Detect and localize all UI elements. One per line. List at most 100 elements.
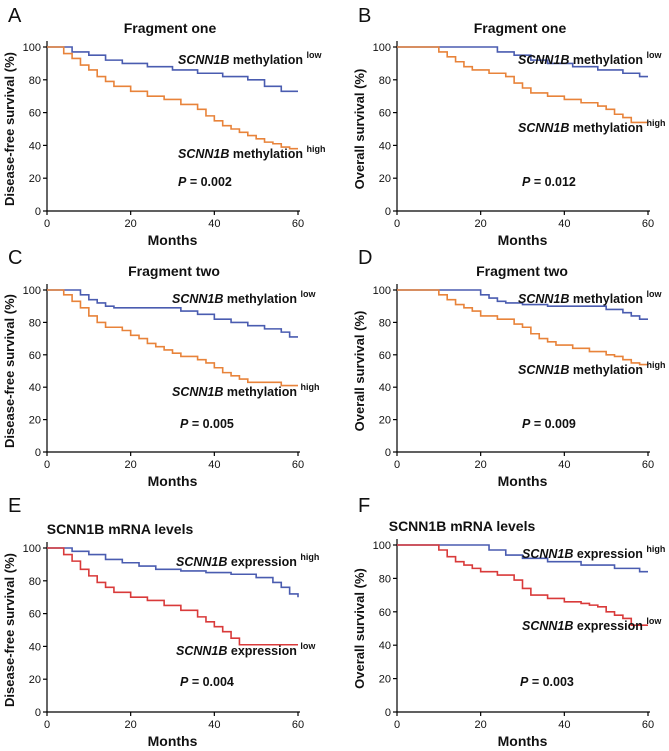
series-label-text: methylation: [229, 147, 306, 161]
y-tick-label: 100: [23, 543, 41, 555]
p-value-symbol: P: [522, 175, 531, 189]
panel-title: Fragment one: [124, 20, 217, 36]
km-curve-expression-low: [47, 547, 298, 646]
x-tick-label: 0: [394, 719, 400, 731]
series-label-sup: high: [646, 544, 665, 554]
p-value-number: = 0.002: [186, 175, 232, 189]
panel-c: C Fragment two 0 20 40 60 80 100 0 20 40 60 Months Di…: [2, 247, 320, 489]
series-label-sup: low: [301, 289, 317, 299]
y-tick-label: 20: [379, 415, 391, 427]
y-tick-label: 20: [379, 173, 391, 185]
y-tick-label: 80: [29, 317, 41, 329]
x-tick-label: 0: [44, 218, 50, 230]
p-value-symbol: P: [180, 675, 189, 689]
series-label-sup: low: [300, 641, 316, 651]
panel-letter: C: [8, 247, 22, 269]
series-label-text: methylation: [229, 53, 306, 67]
km-curve-expression-low: [397, 544, 648, 626]
y-tick-label: 0: [385, 707, 391, 719]
x-tick-label: 40: [558, 459, 570, 471]
x-axis-label: Months: [148, 733, 198, 749]
p-value: P = 0.003: [520, 675, 574, 689]
y-tick-label: 40: [379, 382, 391, 394]
series-label-text: expression: [573, 547, 646, 561]
y-tick-label: 80: [29, 75, 41, 87]
series-label: SCNN1B methylation low: [172, 289, 316, 306]
x-axis-label: Months: [148, 232, 198, 248]
y-tick-label: 40: [29, 382, 41, 394]
y-axis-label: Overall survival (%): [352, 311, 367, 432]
series-label-gene: SCNN1B: [518, 53, 569, 67]
series-label-text: expression: [573, 619, 646, 633]
x-tick-label: 40: [558, 218, 570, 230]
p-value-symbol: P: [520, 675, 529, 689]
p-value: P = 0.009: [522, 417, 576, 431]
y-tick-label: 40: [379, 140, 391, 152]
km-curve-methylation-low: [47, 289, 298, 338]
km-curve-expression-high: [397, 544, 648, 573]
x-tick-label: 20: [475, 218, 487, 230]
series-label: SCNN1B methylation low: [518, 289, 662, 306]
p-value-number: = 0.003: [528, 675, 574, 689]
series-label: SCNN1B methylation low: [178, 50, 322, 67]
x-tick-label: 40: [208, 719, 220, 731]
panel-a: A Fragment one 0 20 40 60 80 100 0 20 40 60 Months Di…: [2, 5, 326, 248]
panel-title: SCNN1B mRNA levels: [47, 521, 194, 537]
x-tick-label: 20: [475, 719, 487, 731]
series-label-sup: low: [307, 50, 323, 60]
series-label-gene: SCNN1B: [518, 292, 569, 306]
panel-letter: A: [8, 5, 22, 27]
y-axis-label: Disease-free survival (%): [2, 294, 17, 448]
panel-letter: D: [358, 247, 372, 269]
y-tick-label: 100: [373, 285, 391, 297]
series-label-sup: high: [301, 382, 320, 392]
y-tick-label: 80: [379, 75, 391, 87]
km-curve-methylation-high: [47, 289, 298, 387]
panel-b: B Fragment one 0 20 40 60 80 100 0 20 40 60 Months Ov…: [352, 5, 666, 248]
x-tick-label: 20: [125, 719, 137, 731]
p-value: P = 0.004: [180, 675, 234, 689]
series-label: SCNN1B expression high: [522, 544, 665, 561]
y-tick-label: 0: [385, 206, 391, 218]
km-curve-methylation-high: [397, 46, 648, 124]
km-curve-methylation-low: [397, 289, 648, 320]
p-value: P = 0.002: [178, 175, 232, 189]
series-label-gene: SCNN1B: [178, 53, 229, 67]
y-axis-label: Disease-free survival (%): [2, 553, 17, 707]
x-tick-label: 0: [394, 218, 400, 230]
series-label-gene: SCNN1B: [176, 644, 227, 658]
series-label-gene: SCNN1B: [522, 619, 573, 633]
y-tick-label: 0: [385, 447, 391, 459]
series-label-sup: low: [646, 616, 662, 626]
panel-e: E SCNN1B mRNA levels 0 20 40 60 80 100 0 20 40 60 Mo…: [2, 495, 319, 749]
x-tick-label: 40: [208, 218, 220, 230]
x-tick-label: 0: [394, 459, 400, 471]
series-label-text: methylation: [569, 292, 646, 306]
series-label-gene: SCNN1B: [172, 292, 223, 306]
km-curve-expression-high: [47, 547, 299, 598]
y-tick-label: 60: [29, 108, 41, 120]
series-label: SCNN1B methylation high: [518, 360, 666, 377]
panel-title: Fragment two: [128, 263, 220, 279]
series-label-gene: SCNN1B: [518, 363, 569, 377]
km-curve-methylation-low: [397, 46, 648, 78]
y-tick-label: 0: [35, 447, 41, 459]
y-tick-label: 60: [29, 609, 41, 621]
y-tick-label: 100: [23, 285, 41, 297]
y-tick-label: 20: [29, 415, 41, 427]
series-label-gene: SCNN1B: [176, 555, 227, 569]
panel-title: SCNN1B mRNA levels: [389, 518, 536, 534]
y-axis-label: Overall survival (%): [352, 69, 367, 190]
y-tick-label: 60: [379, 607, 391, 619]
km-curve-methylation-high: [47, 46, 298, 150]
y-tick-label: 20: [379, 674, 391, 686]
panel-d: D Fragment two 0 20 40 60 80 100 0 20 40 60 Months Ov…: [352, 247, 666, 489]
y-tick-label: 40: [379, 640, 391, 652]
y-tick-label: 100: [373, 540, 391, 552]
series-label-text: methylation: [223, 385, 300, 399]
series-label: SCNN1B expression low: [522, 616, 662, 633]
p-value-number: = 0.004: [188, 675, 234, 689]
x-tick-label: 60: [292, 719, 304, 731]
series-label-sup: low: [647, 289, 663, 299]
p-value-symbol: P: [180, 417, 189, 431]
